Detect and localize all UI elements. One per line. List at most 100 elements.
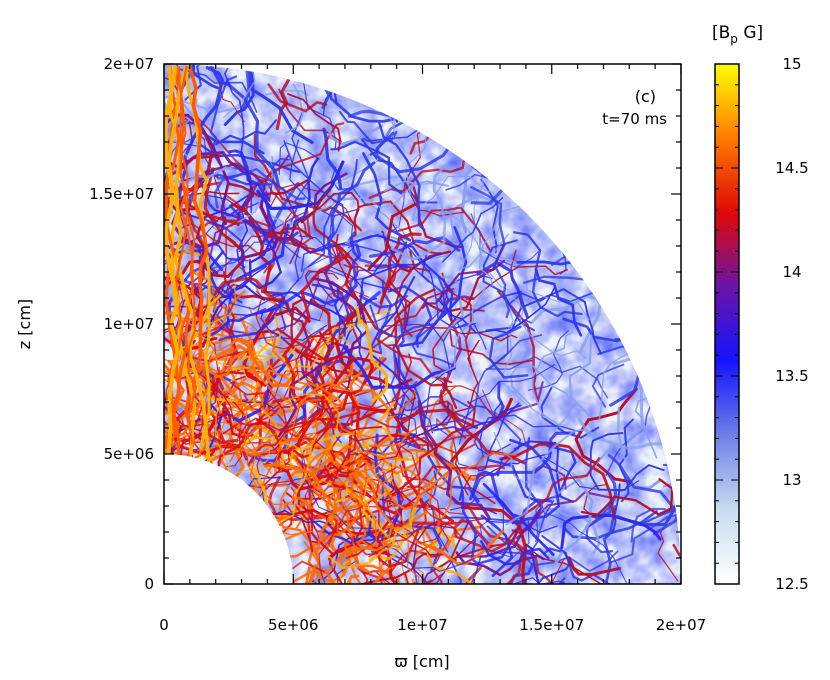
field-strand xyxy=(471,452,553,515)
field-strand xyxy=(203,167,237,245)
field-strand xyxy=(390,529,440,558)
field-strand xyxy=(290,157,319,240)
field-strand xyxy=(292,391,357,459)
field-strand xyxy=(401,520,470,584)
field-strand xyxy=(311,379,342,444)
y-axis-ticks: 0 5e+06 1e+07 1.5e+07 2e+07 xyxy=(89,55,681,593)
y-tick-label: 0 xyxy=(144,575,154,593)
field-strand xyxy=(509,438,561,525)
axis-field-strand xyxy=(165,65,189,450)
field-strand xyxy=(198,325,249,398)
field-strand xyxy=(591,363,625,408)
field-strand xyxy=(263,182,300,238)
field-strand xyxy=(585,502,614,554)
field-strand xyxy=(362,152,412,242)
field-strand xyxy=(449,496,536,558)
field-strand xyxy=(296,214,336,282)
y-tick-label: 1.5e+07 xyxy=(89,185,154,203)
field-strand xyxy=(284,83,304,134)
field-strand xyxy=(450,397,513,463)
field-strand xyxy=(190,325,239,366)
field-strand xyxy=(164,154,222,223)
field-strand xyxy=(385,326,518,347)
field-strand xyxy=(438,339,480,426)
field-strand xyxy=(339,542,400,557)
field-strand xyxy=(379,232,422,305)
field-strand xyxy=(379,288,455,336)
field-strand xyxy=(355,305,389,403)
field-strand xyxy=(455,322,487,350)
field-strand xyxy=(351,564,400,584)
field-strand xyxy=(381,582,476,584)
field-strand xyxy=(175,292,239,402)
field-strand xyxy=(530,294,602,353)
field-strand xyxy=(368,160,465,200)
field-strand xyxy=(432,404,522,432)
field-strand xyxy=(164,419,207,505)
field-strand xyxy=(337,457,360,530)
colorbar: 12.5 13 13.5 14 14.5 15 [Bp G] xyxy=(712,23,809,593)
axis-field-strand xyxy=(164,65,180,457)
field-strand xyxy=(237,407,342,439)
field-strand xyxy=(203,64,256,119)
field-strand xyxy=(304,232,388,307)
field-strand xyxy=(263,463,327,500)
field-strand xyxy=(263,223,286,274)
field-strand xyxy=(266,243,362,312)
field-strand xyxy=(642,459,681,525)
field-strand xyxy=(589,432,665,492)
field-strand xyxy=(394,441,464,540)
field-strand xyxy=(470,186,511,319)
field-strand xyxy=(368,425,421,447)
field-strand xyxy=(363,452,417,520)
field-strand xyxy=(218,296,286,342)
field-strand xyxy=(230,381,289,452)
field-strand xyxy=(238,212,305,253)
colorbar-ticks: 12.5 13 13.5 14 14.5 15 xyxy=(715,55,809,593)
field-strand xyxy=(560,513,662,550)
field-strand xyxy=(356,582,417,584)
field-strand xyxy=(350,561,397,584)
colorbar-tick-label: 13.5 xyxy=(775,367,808,385)
inner-boundary xyxy=(164,454,294,584)
field-strand xyxy=(436,286,556,334)
field-strand xyxy=(580,478,674,516)
field-strand xyxy=(598,352,629,421)
field-strand xyxy=(294,388,361,451)
field-strand xyxy=(368,497,428,558)
field-strand xyxy=(460,563,535,584)
field-strand xyxy=(411,254,456,368)
field-strand xyxy=(396,325,410,388)
y-axis-label: z [cm] xyxy=(15,299,34,349)
field-strand xyxy=(249,232,283,290)
field-strand xyxy=(383,180,450,192)
field-strand xyxy=(232,582,342,584)
field-strand xyxy=(378,122,426,231)
field-strand xyxy=(534,267,583,337)
field-strand xyxy=(164,347,189,409)
colorbar-tick-label: 13 xyxy=(782,471,801,489)
field-strand xyxy=(267,83,328,113)
field-strand xyxy=(164,354,168,426)
field-strand xyxy=(424,334,543,428)
axis-field-strand xyxy=(179,65,198,445)
field-strand xyxy=(337,262,383,340)
field-strand xyxy=(216,167,306,201)
field-strand xyxy=(399,226,468,348)
field-strand xyxy=(295,403,338,530)
colorbar-tick-label: 15 xyxy=(782,55,801,73)
field-strand xyxy=(501,535,572,584)
field-strand xyxy=(349,233,454,321)
x-tick-label: 1e+07 xyxy=(397,616,447,634)
field-strand xyxy=(309,298,351,427)
field-strand xyxy=(369,276,450,339)
field-strand xyxy=(164,371,182,430)
field-strand xyxy=(454,455,496,505)
field-strand xyxy=(394,537,425,584)
field-strand xyxy=(617,407,645,476)
field-strand xyxy=(164,150,255,227)
field-strand xyxy=(524,543,579,584)
field-strand xyxy=(323,465,364,584)
field-strand xyxy=(448,308,533,366)
y-tick-label: 5e+06 xyxy=(104,445,154,463)
